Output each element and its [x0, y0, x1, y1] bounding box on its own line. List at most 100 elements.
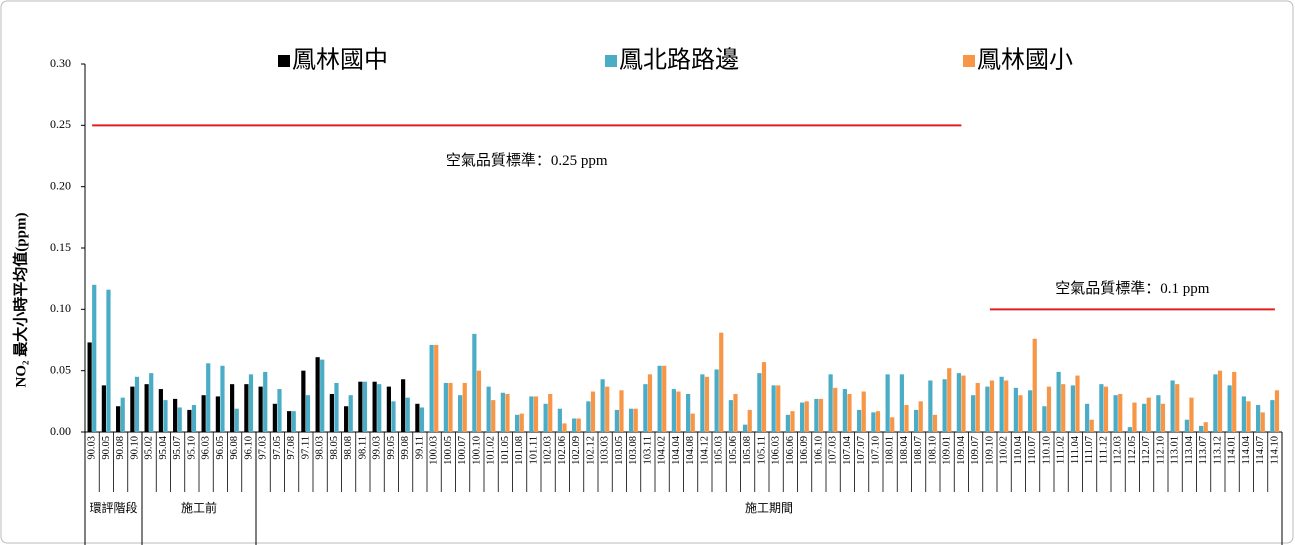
x-tick-label: 95.04: [158, 435, 169, 459]
bar: [1146, 397, 1151, 432]
x-tick-label: 113.04: [1184, 435, 1195, 464]
x-tick-label: 109.07: [970, 436, 981, 465]
bar: [671, 389, 676, 432]
x-tick-label: 103.11: [642, 436, 653, 465]
bar: [320, 359, 325, 432]
bar: [785, 414, 790, 432]
x-tick-label: 108.04: [899, 435, 910, 465]
bar: [1217, 370, 1223, 432]
bar: [401, 379, 406, 432]
bar: [1028, 390, 1033, 432]
x-tick-label: 112.03: [1113, 436, 1124, 465]
bar: [1013, 387, 1018, 432]
legend-label: 鳳林國小: [977, 47, 1073, 74]
bar: [1018, 395, 1023, 432]
bar: [1199, 425, 1204, 432]
bar: [386, 386, 391, 432]
bar: [372, 381, 377, 432]
x-tick-label: 107.07: [856, 436, 867, 465]
x-tick-label: 97.03: [258, 436, 269, 460]
x-tick-label: 100.07: [457, 436, 468, 465]
bar: [633, 408, 638, 432]
bar: [1160, 403, 1166, 432]
bar: [1189, 397, 1194, 432]
x-tick-label: 102.03: [543, 436, 554, 465]
x-tick-label: 110.07: [1027, 436, 1038, 465]
bar: [415, 403, 420, 432]
reference-label: 空氣品質標準：0.1 ppm: [1055, 279, 1210, 297]
y-axis-label: NO₂ 最大小時平均值(ppm): [11, 213, 29, 388]
x-tick-label: 107.04: [842, 435, 853, 465]
bar: [1075, 375, 1080, 432]
bar: [871, 412, 876, 432]
bar: [818, 398, 824, 432]
legend-label: 鳳北路路邊: [619, 47, 739, 74]
bar: [472, 333, 477, 432]
bar: [1203, 422, 1208, 432]
bar: [1127, 427, 1132, 432]
x-tick-label: 111.02: [1056, 436, 1067, 464]
legend-swatch: [605, 55, 617, 67]
bar: [790, 411, 795, 432]
bar: [87, 342, 92, 432]
bar: [1032, 338, 1037, 432]
y-tick-label: 0.25: [50, 117, 71, 131]
bar: [771, 385, 776, 432]
bar: [1260, 412, 1265, 432]
x-tick-label: 103.08: [628, 436, 639, 465]
bar: [857, 409, 862, 432]
bar: [301, 370, 306, 432]
x-tick-label: 110.10: [1041, 436, 1052, 465]
x-tick-label: 101.05: [500, 436, 511, 465]
bar: [505, 393, 510, 432]
phase-label: 施工前: [181, 500, 217, 515]
bar: [985, 386, 990, 432]
bar: [158, 389, 163, 432]
x-tick-label: 110.02: [999, 436, 1010, 465]
x-tick-label: 109.01: [942, 436, 953, 465]
bar: [305, 395, 311, 432]
bar: [234, 408, 239, 432]
bar: [904, 405, 909, 432]
bar: [1213, 374, 1218, 432]
bar: [348, 395, 353, 432]
bar: [1232, 371, 1237, 432]
bar: [890, 417, 895, 432]
bar: [690, 413, 695, 432]
bar: [1004, 380, 1009, 432]
x-tick-label: 101.11: [528, 436, 539, 465]
bar: [1085, 403, 1090, 432]
bar: [429, 344, 434, 432]
bar: [989, 380, 995, 432]
x-tick-label: 97.05: [272, 436, 283, 460]
x-tick-label: 113.07: [1198, 436, 1209, 465]
x-tick-label: 100.05: [443, 436, 454, 465]
bar: [116, 406, 121, 432]
x-tick-label: 104.12: [699, 436, 710, 465]
y-tick-label: 0.05: [50, 362, 71, 376]
x-tick-label: 114.01: [1227, 436, 1238, 465]
bar: [557, 408, 562, 432]
bar: [647, 374, 653, 432]
x-tick-label: 112.07: [1141, 436, 1152, 465]
bar: [757, 373, 762, 432]
x-tick-label: 95.07: [172, 436, 183, 460]
bar: [258, 386, 263, 432]
bar: [491, 400, 496, 432]
x-tick-label: 103.05: [614, 436, 625, 465]
bar: [828, 374, 833, 432]
bar: [206, 363, 211, 432]
bar: [562, 423, 567, 432]
bar: [686, 393, 691, 432]
x-tick-label: 109.10: [984, 436, 995, 465]
bar: [899, 374, 904, 432]
bar: [1142, 403, 1147, 432]
y-tick-label: 0.00: [50, 424, 71, 438]
bar: [1270, 400, 1275, 432]
bar: [1184, 419, 1189, 432]
x-tick-label: 104.02: [657, 436, 668, 465]
bar: [657, 365, 662, 432]
x-tick-label: 109.04: [956, 435, 967, 465]
bar: [590, 391, 596, 432]
y-tick-label: 0.30: [50, 56, 71, 70]
